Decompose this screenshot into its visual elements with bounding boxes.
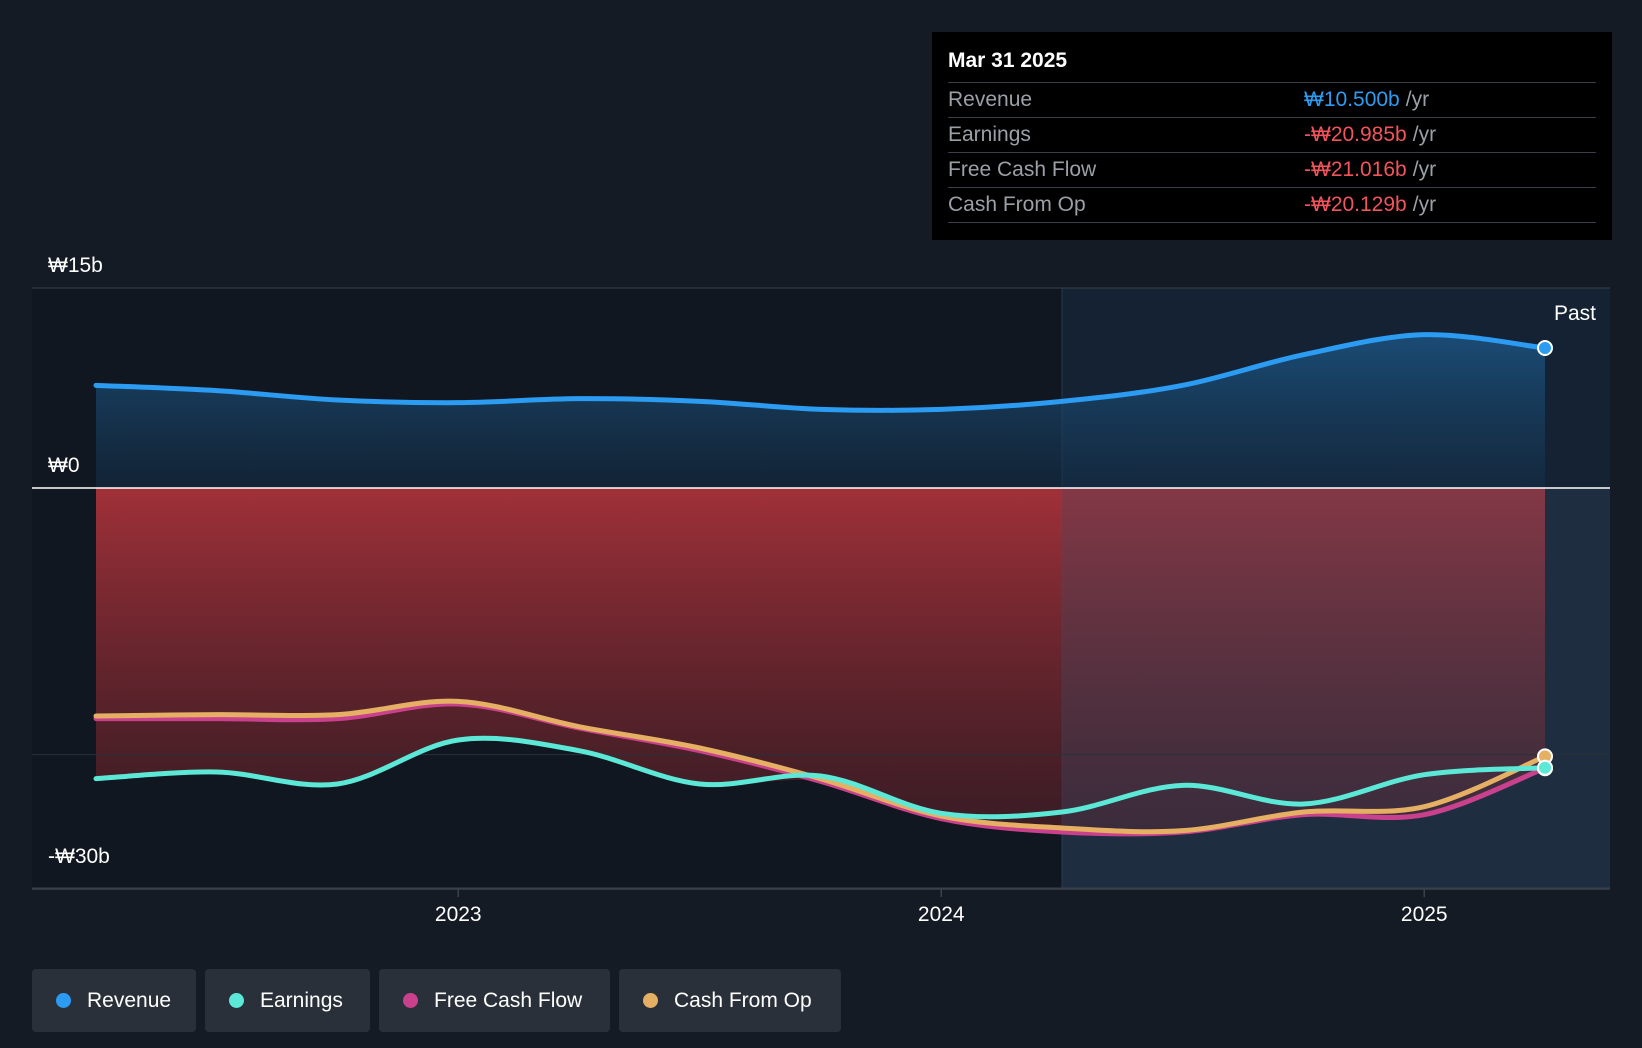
tooltip: Mar 31 2025 Revenue ₩10.500b /yr Earning… [932,32,1612,240]
tooltip-label: Cash From Op [948,193,1086,216]
legend-label: Revenue [87,988,172,1012]
y-tick-label: ₩15b [48,254,103,277]
y-tick-label: -₩30b [48,845,110,868]
tooltip-value: ₩10.500b [1304,88,1400,111]
negative-area [96,488,1545,834]
series-line-free-cash-flow [93,701,1548,837]
tooltip-row-revenue: Revenue ₩10.500b /yr [948,83,1596,118]
legend-item-free-cash-flow[interactable]: Free Cash Flow [379,969,610,1032]
legend-dot [643,993,658,1008]
tooltip-value: -₩21.016b [1304,158,1407,181]
x-tick-label: 2025 [1401,903,1448,926]
legend-item-earnings[interactable]: Earnings [205,969,370,1032]
legend-label: Free Cash Flow [434,988,583,1012]
x-tick-label: 2023 [435,903,482,926]
tooltip-label: Free Cash Flow [948,158,1097,181]
tooltip-unit: /yr [1405,88,1430,111]
legend-label: Earnings [260,988,343,1012]
tooltip-row-free-cash-flow: Free Cash Flow -₩21.016b /yr [948,153,1596,188]
series-line-revenue [93,332,1548,413]
legend-dot [56,993,71,1008]
series-end-point-revenue [1537,340,1553,356]
tooltip-unit: /yr [1412,123,1437,146]
series-line-cash-from-op [93,698,1548,835]
legend-dot [229,993,244,1008]
x-tick-label: 2024 [918,903,965,926]
tooltip-label: Revenue [948,88,1033,111]
tooltip-unit: /yr [1412,158,1437,181]
legend-item-cash-from-op[interactable]: Cash From Op [619,969,841,1032]
past-overlay [1062,488,1610,889]
legend-label: Cash From Op [674,988,812,1012]
past-label: Past [1554,302,1596,325]
series-line-earnings [93,735,1548,820]
legend-dot [403,993,418,1008]
legend-item-revenue[interactable]: Revenue [32,969,196,1032]
y-tick-label: ₩0 [48,454,80,477]
tooltip-row-cash-from-op: Cash From Op -₩20.129b /yr [948,188,1596,223]
series-end-point-earnings [1537,759,1553,776]
tooltip-unit: /yr [1412,193,1437,216]
tooltip-label: Earnings [948,123,1031,146]
legend: Revenue Earnings Free Cash Flow Cash Fro… [32,969,841,1032]
tooltip-date: Mar 31 2025 [948,46,1596,83]
tooltip-value: -₩20.129b [1304,193,1407,216]
tooltip-row-earnings: Earnings -₩20.985b /yr [948,118,1596,153]
tooltip-value: -₩20.985b [1304,123,1407,146]
